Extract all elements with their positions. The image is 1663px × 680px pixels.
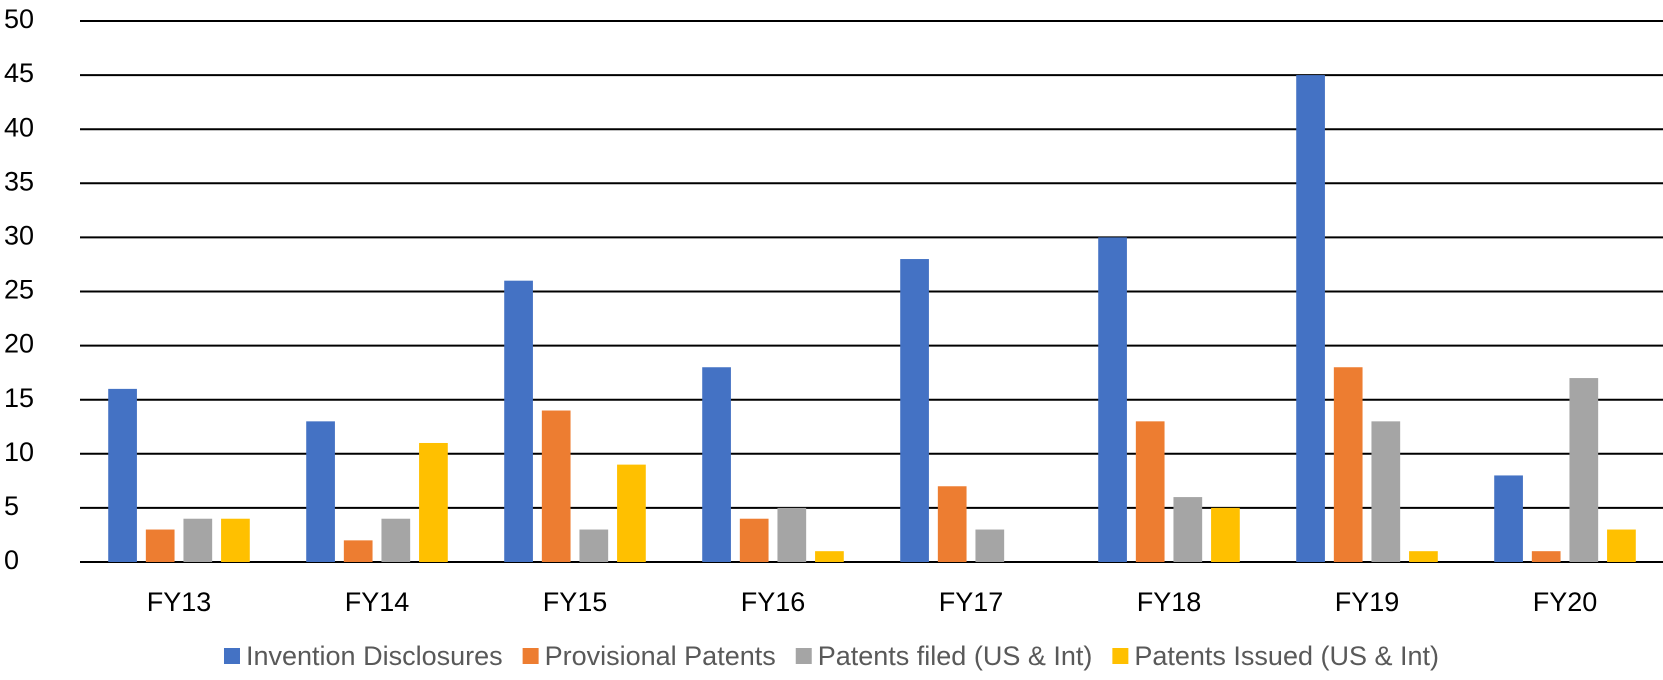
x-tick-label: FY19 xyxy=(1335,587,1400,617)
bar xyxy=(739,518,769,562)
bar xyxy=(1607,529,1636,562)
y-tick-label: 0 xyxy=(4,545,19,575)
bar xyxy=(975,529,1005,562)
x-tick-label: FY15 xyxy=(543,587,608,617)
bar xyxy=(1531,551,1561,562)
bar xyxy=(221,518,250,562)
bar xyxy=(937,486,967,562)
bar xyxy=(108,388,137,562)
y-tick-label: 25 xyxy=(4,275,34,305)
bar xyxy=(579,529,609,562)
bar xyxy=(145,529,175,562)
bar xyxy=(777,507,807,562)
y-tick-label: 20 xyxy=(4,329,34,359)
y-tick-label: 10 xyxy=(4,437,34,467)
bar xyxy=(1333,367,1363,562)
legend-swatch xyxy=(1112,648,1129,664)
bar xyxy=(1494,475,1523,562)
x-tick-label: FY13 xyxy=(147,587,212,617)
y-tick-label: 35 xyxy=(4,166,34,196)
bar xyxy=(1173,497,1203,562)
x-tick-label: FY20 xyxy=(1533,587,1598,617)
legend-label: Invention Disclosures xyxy=(246,641,503,671)
x-tick-label: FY18 xyxy=(1137,587,1202,617)
y-tick-label: 30 xyxy=(4,221,34,251)
bar xyxy=(1296,75,1325,562)
bar xyxy=(1098,237,1127,562)
bar xyxy=(381,518,411,562)
x-tick-label: FY17 xyxy=(939,587,1004,617)
legend-swatch xyxy=(223,648,240,664)
bar xyxy=(1135,421,1165,562)
bar xyxy=(1371,421,1401,562)
bar xyxy=(900,259,929,562)
bar xyxy=(306,421,335,562)
bar xyxy=(815,551,844,562)
y-tick-label: 15 xyxy=(4,383,34,413)
y-tick-label: 50 xyxy=(4,4,34,34)
legend-swatch xyxy=(522,648,539,664)
y-tick-label: 5 xyxy=(4,491,19,521)
bar xyxy=(1409,551,1438,562)
bar xyxy=(617,464,646,562)
bar xyxy=(504,280,533,562)
y-tick-label: 40 xyxy=(4,112,34,142)
x-tick-label: FY16 xyxy=(741,587,806,617)
legend-label: Patents Issued (US & Int) xyxy=(1134,641,1439,671)
bar xyxy=(702,367,731,562)
legend-label: Provisional Patents xyxy=(545,641,776,671)
x-tick-label: FY14 xyxy=(345,587,410,617)
bar xyxy=(1569,378,1599,562)
bar xyxy=(343,540,373,562)
bar xyxy=(1211,507,1240,562)
bar xyxy=(419,442,448,562)
legend-label: Patents filed (US & Int) xyxy=(818,641,1093,671)
bar xyxy=(541,410,571,562)
legend-swatch xyxy=(795,648,812,664)
y-tick-label: 45 xyxy=(4,58,34,88)
bar xyxy=(183,518,213,562)
